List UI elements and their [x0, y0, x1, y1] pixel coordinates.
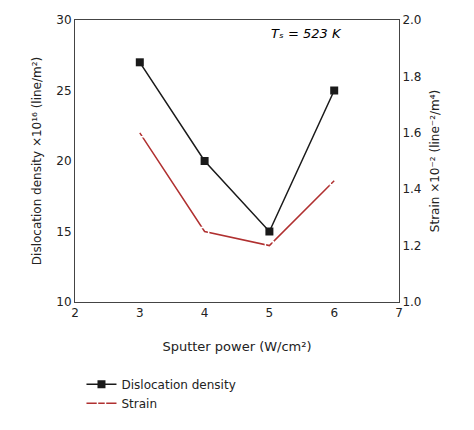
svg-text:Strain ×10⁻² (line⁻²/m⁴): Strain ×10⁻² (line⁻²/m⁴): [428, 90, 442, 232]
svg-text:2.0: 2.0: [402, 13, 421, 27]
svg-text:Dislocation density ×10¹⁶ (lin: Dislocation density ×10¹⁶ (line/m²): [30, 57, 44, 265]
svg-text:2: 2: [71, 306, 79, 320]
svg-text:25: 25: [56, 84, 71, 98]
svg-text:Strain: Strain: [121, 397, 157, 411]
svg-text:6: 6: [330, 306, 338, 320]
svg-text:7: 7: [395, 306, 403, 320]
svg-text:30: 30: [56, 13, 71, 27]
svg-text:5: 5: [266, 306, 274, 320]
svg-text:1.4: 1.4: [402, 182, 421, 196]
svg-text:Sputter power (W/cm²): Sputter power (W/cm²): [162, 339, 311, 354]
svg-text:10: 10: [56, 295, 71, 309]
svg-text:1.2: 1.2: [402, 239, 421, 253]
svg-text:Dislocation density: Dislocation density: [121, 378, 235, 392]
svg-text:1.8: 1.8: [402, 70, 421, 84]
svg-text:1.0: 1.0: [402, 295, 421, 309]
svg-text:3: 3: [136, 306, 144, 320]
svg-text:1.6: 1.6: [402, 126, 421, 140]
svg-text:Tₛ = 523 K: Tₛ = 523 K: [271, 26, 342, 41]
svg-text:20: 20: [56, 154, 71, 168]
svg-text:4: 4: [201, 306, 209, 320]
svg-text:15: 15: [56, 225, 71, 239]
